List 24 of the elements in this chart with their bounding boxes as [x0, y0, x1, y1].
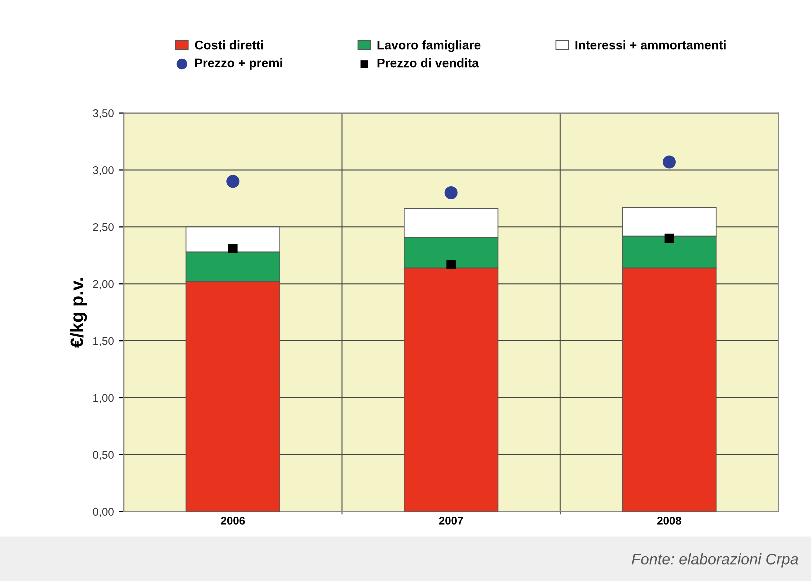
- legend-label: Prezzo + premi: [196, 58, 282, 70]
- point: [444, 186, 458, 200]
- y-tick-label: 2,00: [93, 280, 114, 290]
- y-tick-label: 2,50: [93, 223, 114, 233]
- y-tick-label: 0,00: [93, 508, 114, 518]
- x-tick-label: 2007: [439, 517, 464, 525]
- legend-label: Costi diretti: [195, 40, 264, 50]
- y-tick-label: 3,50: [93, 110, 114, 119]
- source-note: Fonte: elaborazioni Crpa: [632, 554, 798, 568]
- y-tick-label: 1,50: [94, 337, 114, 346]
- point: [228, 244, 238, 254]
- y-axis-title: €/kg p.v.: [70, 278, 88, 348]
- legend-label: Lavoro famigliare: [378, 40, 481, 52]
- legend-label: Interessi + ammortamenti: [576, 40, 726, 50]
- point: [446, 260, 456, 270]
- point: [664, 234, 674, 244]
- y-tick-label: 3,00: [93, 166, 114, 176]
- point: [662, 156, 676, 169]
- y-tick-label: 1,00: [94, 394, 114, 404]
- x-tick-label: 2008: [658, 517, 682, 525]
- legend-label: Prezzo di vendita: [378, 58, 480, 68]
- point: [226, 175, 240, 188]
- y-tick-label: 0,50: [93, 451, 114, 460]
- x-tick-label: 2006: [221, 517, 246, 525]
